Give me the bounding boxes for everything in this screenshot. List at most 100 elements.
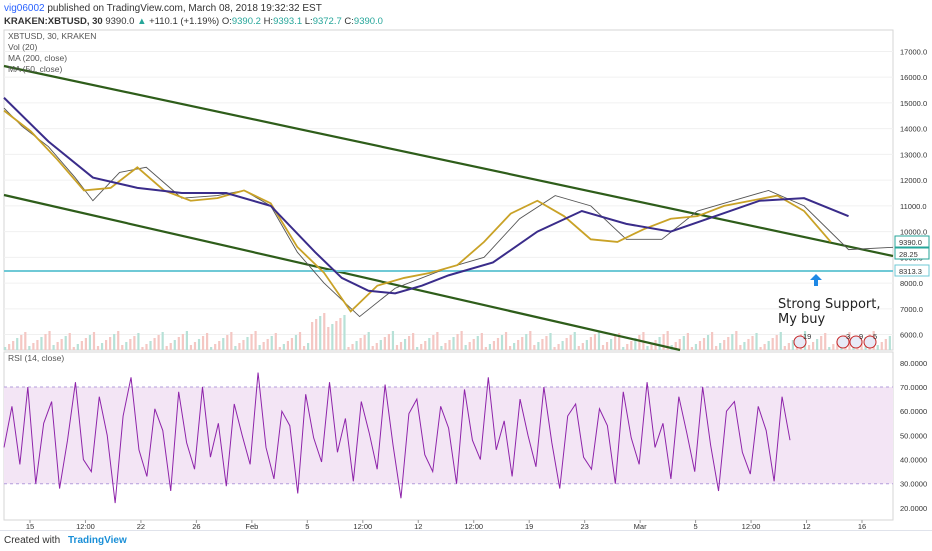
volume-bar (424, 341, 427, 350)
upper-trendline[interactable] (3, 64, 894, 258)
annotation-line2: My buy (778, 312, 826, 327)
volume-bar (658, 337, 661, 350)
flag-icon[interactable] (836, 335, 850, 349)
volume-bar (387, 334, 390, 350)
symbol-label: KRAKEN:XBTUSD, 30 (4, 16, 103, 27)
volume-bar (747, 339, 750, 350)
author-link[interactable]: vig06002 (4, 3, 45, 14)
volume-bar (585, 340, 588, 350)
volume-bar (125, 342, 128, 350)
volume-bar (694, 344, 698, 350)
price-tick: 12000.0 (900, 176, 927, 185)
volume-bar (173, 340, 176, 350)
volume-bar (222, 338, 225, 350)
flag-count: 19 (803, 332, 811, 341)
close-label: C: (344, 16, 354, 27)
volume-bar (210, 347, 213, 350)
volume-bar (444, 343, 447, 350)
ma200-line (3, 97, 849, 295)
header: vig06002 published on TradingView.com, M… (4, 2, 383, 28)
rsi-axis[interactable]: 20.0000 30.0000 40.0000 50.0000 60.0000 70.00… (900, 359, 927, 513)
volume-bar (286, 341, 289, 350)
volume-bar (254, 331, 257, 350)
volume-bar (149, 341, 152, 350)
price-axis[interactable]: 6000.07000.08000.09000.010000.011000.012… (900, 47, 927, 339)
tradingview-logo[interactable]: TradingView (68, 535, 127, 546)
price-tick: 13000.0 (900, 150, 927, 159)
volume-bar (391, 331, 395, 350)
price-tick: 15000.0 (900, 99, 927, 108)
volume-bar (298, 332, 302, 350)
volume-bar (343, 315, 346, 350)
volume-bar (331, 324, 334, 350)
volume-bar (137, 333, 140, 350)
last-price: 9390.0 (105, 16, 135, 27)
volume-bar (589, 337, 592, 350)
lower-trendline[interactable] (3, 193, 681, 352)
volume-bar (686, 333, 689, 350)
volume-bar (775, 335, 778, 350)
volume-bar (638, 335, 641, 350)
volume-bar (4, 347, 7, 350)
time-tick: 12:00 (742, 522, 761, 530)
volume-bar (12, 341, 15, 350)
volume-bar (290, 338, 294, 350)
volume-bar (884, 339, 887, 350)
volume-bar (731, 334, 734, 350)
volume-bar (100, 343, 104, 350)
volume-bar (32, 343, 35, 350)
event-flags[interactable]: 19 3 9 5 (793, 332, 877, 349)
volume-bar (666, 331, 669, 350)
volume-bar (230, 332, 233, 350)
volume-bar (513, 343, 516, 350)
volume-bar (157, 335, 160, 350)
volume-bar (250, 334, 253, 350)
volume-bar (476, 336, 479, 350)
volume-bar (577, 346, 580, 350)
volume-bar (420, 344, 423, 350)
up-arrow-icon (810, 274, 822, 286)
volume-bar (64, 336, 67, 350)
annotation-line1: Strong Support, (778, 297, 881, 312)
volume-bar (363, 335, 366, 350)
volume-bar (185, 331, 188, 350)
volume-bar (432, 335, 435, 350)
volume-bar (246, 337, 249, 350)
volume-bar (743, 342, 746, 350)
time-axis[interactable]: 15 12:00 22 26 Feb 5 12:00 12 12:00 19 23 Mar 5 12:00… (26, 520, 866, 530)
time-tick: 12 (414, 522, 422, 530)
volume-bar (319, 316, 322, 350)
time-tick: 5 (694, 522, 698, 530)
volume-bar (8, 344, 11, 350)
volume-bar (581, 343, 584, 350)
flag-icon[interactable] (793, 335, 807, 349)
volume-bar (504, 332, 508, 350)
grid (3, 29, 894, 521)
volume-bar (218, 341, 221, 350)
rsi-tick: 80.0000 (900, 359, 927, 368)
volume-bar (509, 346, 512, 350)
volume-bar (848, 332, 851, 350)
volume-bar (20, 335, 23, 350)
volume-bar (238, 343, 241, 350)
time-tick: 12 (802, 522, 810, 530)
time-tick: 16 (858, 522, 866, 530)
legend-vol: Vol (20) (8, 42, 37, 52)
volume-bar (383, 337, 386, 350)
flag-icon[interactable] (849, 335, 863, 349)
volume-bar (614, 336, 617, 350)
open-label: O: (221, 16, 232, 27)
legend-rsi: RSI (14, close) (8, 353, 64, 363)
volume-bar (569, 335, 572, 350)
volume-bar (812, 342, 815, 350)
volume-bar (351, 344, 354, 350)
volume-bar (359, 338, 362, 350)
time-tick: Feb (245, 522, 258, 530)
flag-icon[interactable] (863, 335, 877, 349)
price-tick: 8000.0 (900, 279, 923, 288)
publish-line: vig06002 published on TradingView.com, M… (4, 2, 383, 15)
chart-canvas[interactable]: XBTUSD, 30, KRAKEN Vol (20) MA (200, clo… (0, 28, 932, 530)
time-tick: 15 (26, 522, 34, 530)
volume-bar (169, 343, 172, 350)
volume-bar (307, 343, 310, 350)
